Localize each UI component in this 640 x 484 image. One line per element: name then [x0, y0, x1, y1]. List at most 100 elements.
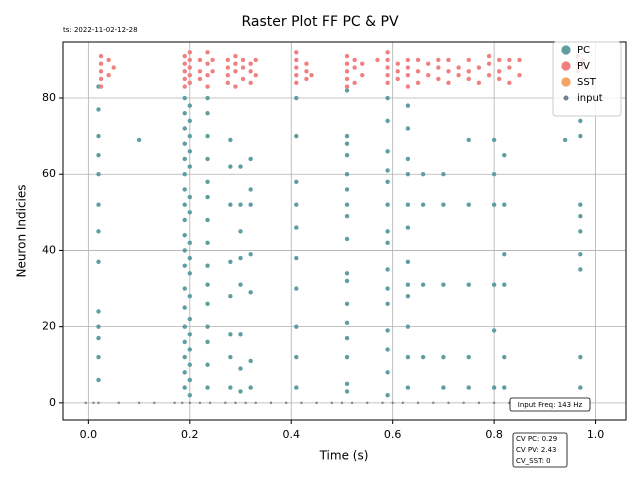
spike	[238, 202, 243, 207]
spike	[304, 61, 309, 66]
spike	[248, 385, 253, 390]
spike	[502, 385, 507, 390]
spike	[360, 72, 365, 78]
spike	[344, 278, 350, 284]
spike	[344, 69, 350, 74]
spike	[205, 385, 210, 390]
spike	[284, 401, 288, 405]
spike	[96, 202, 101, 207]
spike	[415, 80, 421, 85]
spike	[96, 107, 101, 112]
spike	[344, 84, 350, 89]
y-tick-label: 40	[42, 243, 56, 256]
spike	[432, 401, 435, 405]
spike	[187, 393, 193, 398]
spike	[366, 401, 369, 405]
spike	[385, 118, 390, 124]
spike	[344, 202, 350, 207]
spike	[96, 324, 101, 329]
spike	[182, 61, 187, 66]
spike	[137, 401, 141, 405]
spike	[466, 385, 471, 390]
spike	[344, 88, 350, 93]
spike	[187, 347, 193, 352]
spike	[502, 202, 507, 207]
spike	[294, 225, 299, 230]
spike	[385, 149, 390, 154]
spike	[405, 293, 411, 299]
spike	[420, 172, 426, 177]
annotation-box	[509, 397, 591, 412]
spike	[491, 328, 497, 333]
spike	[405, 57, 411, 63]
spike	[294, 179, 299, 185]
spike	[476, 80, 482, 85]
spike	[578, 267, 583, 272]
spike	[294, 72, 299, 78]
spike	[405, 282, 411, 287]
spike	[352, 65, 357, 70]
spike	[228, 164, 233, 169]
spike	[98, 76, 104, 82]
spike	[205, 339, 210, 345]
spike	[344, 76, 350, 82]
spike	[391, 401, 394, 405]
spike	[205, 84, 210, 89]
spike	[117, 401, 120, 405]
spike	[517, 72, 522, 78]
spike	[446, 80, 451, 85]
spike	[415, 57, 421, 63]
spike	[395, 76, 400, 82]
spike	[405, 225, 411, 230]
spike	[182, 126, 187, 131]
spike	[205, 282, 210, 287]
spike	[205, 194, 210, 200]
spike	[425, 72, 431, 78]
spike	[228, 202, 233, 207]
spike	[486, 61, 492, 66]
spike	[182, 111, 187, 116]
spike	[352, 57, 357, 63]
spike	[456, 65, 461, 70]
legend-label: PV	[577, 61, 590, 72]
spike	[228, 259, 233, 265]
spike	[182, 339, 187, 345]
spike	[405, 172, 411, 177]
spike	[420, 354, 426, 360]
spike	[340, 401, 344, 405]
spike	[187, 65, 193, 70]
spike	[507, 57, 512, 63]
spike	[360, 61, 365, 66]
spike	[182, 232, 187, 238]
spike	[441, 172, 446, 177]
spike	[248, 290, 253, 295]
y-tick-label: 20	[42, 320, 56, 333]
spike	[294, 324, 299, 329]
spike	[385, 393, 390, 398]
stats-box	[512, 432, 568, 468]
spike	[240, 76, 246, 82]
spike	[225, 80, 231, 85]
spike	[491, 282, 497, 287]
spike	[385, 267, 390, 272]
spike	[294, 385, 299, 390]
spike	[385, 57, 390, 63]
spike	[405, 103, 411, 108]
spike	[111, 65, 116, 70]
spike	[182, 263, 187, 268]
spike	[182, 324, 187, 329]
spike	[187, 80, 193, 85]
spike	[330, 401, 334, 405]
spike	[205, 61, 210, 66]
spike	[507, 65, 512, 70]
spike	[578, 202, 583, 207]
spike	[197, 69, 203, 74]
spike	[96, 377, 101, 383]
spike	[205, 301, 210, 306]
spike	[405, 84, 411, 89]
spike	[187, 332, 193, 337]
spike	[228, 354, 233, 360]
y-tick-label: 80	[42, 91, 56, 104]
spike	[300, 401, 303, 405]
